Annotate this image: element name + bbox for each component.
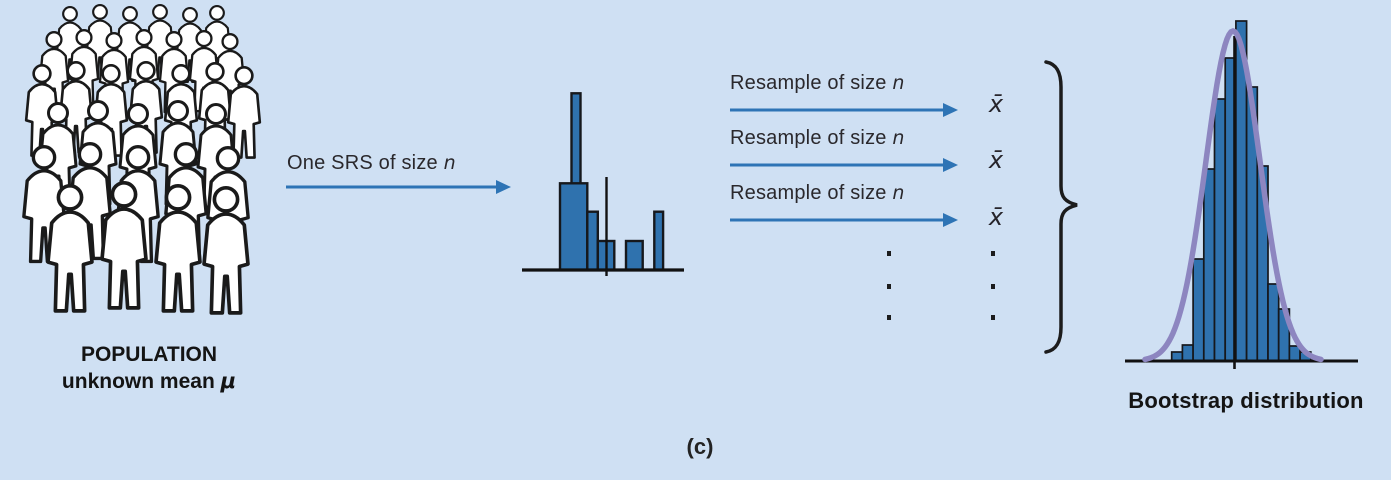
srs-arrow <box>286 180 511 194</box>
resample-arrow-3 <box>730 213 958 227</box>
ellipsis-dot <box>991 284 995 289</box>
italic-n: n <box>443 152 456 174</box>
ellipsis-dot <box>887 284 891 289</box>
italic-n: n <box>892 182 905 204</box>
population-label: POPULATION unknown mean μ <box>10 342 288 395</box>
resample-arrow-label-3: Resample of size n <box>730 182 905 204</box>
resample-arrow-label-2: Resample of size n <box>730 127 905 149</box>
ellipsis-dot <box>887 315 891 320</box>
grouping-brace <box>1044 60 1078 354</box>
ellipsis-dot <box>887 251 891 256</box>
population-title: POPULATION <box>80 343 218 366</box>
ellipsis-dot <box>991 315 995 320</box>
italic-n: n <box>892 127 905 149</box>
bootstrap-distribution-label: Bootstrap distribution <box>1128 388 1364 413</box>
xbar-statistic-2: x̄ <box>988 146 1004 174</box>
figure-caption: (c) <box>686 434 714 459</box>
mu-symbol: μ <box>220 369 237 393</box>
resample-arrow-1 <box>730 103 958 117</box>
xbar-statistic-3: x̄ <box>988 203 1004 231</box>
population-subtitle: unknown mean μ <box>61 369 237 393</box>
ellipsis-dot <box>991 251 995 256</box>
bootstrap-distribution-histogram <box>1125 20 1358 369</box>
xbar-statistic-1: x̄ <box>988 90 1004 118</box>
resample-arrow-2 <box>730 158 958 172</box>
resample-arrow-label-1: Resample of size n <box>730 72 905 94</box>
srs-arrow-label: One SRS of size n <box>287 152 456 174</box>
italic-n: n <box>892 72 905 94</box>
srs-sample-histogram <box>522 92 684 276</box>
